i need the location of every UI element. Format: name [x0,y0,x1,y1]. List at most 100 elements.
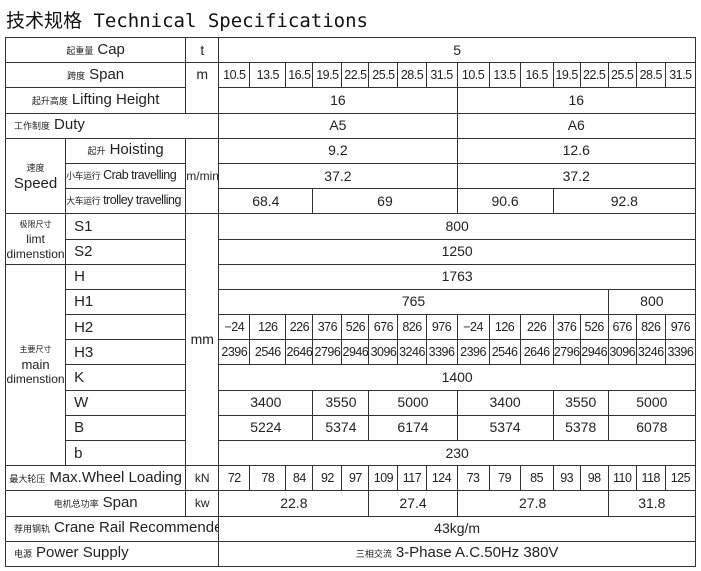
K-value: 1400 [218,364,696,391]
speed-unit: m/min [185,137,220,215]
H3-value: 3396 [664,339,697,366]
rail-label-en: Crane Rail Recommended [54,519,219,537]
W-value: 3550 [552,389,609,416]
span-value: 28.5 [397,62,427,89]
b-value: 230 [218,439,696,467]
speed-label: 速度 Speed [4,137,67,215]
row-B: B 5224 5374 6174 5374 5378 6078 [6,414,697,442]
B-value: 6174 [368,414,458,442]
H1-value: 800 [607,288,697,316]
H-value: 1763 [218,263,696,290]
H2-label: H2 [65,314,187,341]
b-label: b [65,439,187,467]
s1-label: S1 [65,213,187,240]
s2-value: 1250 [218,238,696,265]
W-value: 3550 [312,389,370,416]
span-label-en: Span [89,65,125,83]
span-label: 跨度 Span [4,62,187,89]
H2-value: 826 [635,314,666,341]
H3-value: 2546 [249,339,287,366]
rail-value: 43kg/m [218,515,696,542]
cap-label-en: Cap [97,40,125,58]
hoisting-label-cn: 起升 [87,146,106,157]
mm-unit: mm [185,213,220,467]
trolley-value: 68.4 [218,188,314,215]
lifting-label: 起升高度 Lifting Height [4,87,187,114]
hoisting-label: 起升 Hoisting [65,137,187,164]
main-label-en2: dimenstion [6,372,65,387]
H2-value: 526 [579,314,609,341]
H3-value: 2946 [579,339,609,366]
B-value: 6078 [607,414,697,442]
row-span: 跨度 Span m 10.5 13.5 16.5 19.5 22.5 25.5 28.5 31.… [4,62,697,114]
W-value: 3400 [218,389,314,416]
wheel-unit: kN [185,465,220,492]
row-motor: 电机总功率 Span kw 22.8 27.4 27.8 31.8 [4,490,697,517]
cap-label-cn: 起重量 [66,45,94,56]
row-H3: H3 2396 2546 2646 2796 2946 3096 3246 3396 2396 2… [6,339,697,366]
span-value: 19.5 [552,62,581,89]
hoisting-value: 12.6 [456,137,697,164]
span-value: 13.5 [488,62,521,89]
wheel-label-cn: 最大轮压 [9,473,46,484]
row-crab: 小车运行 Crab travelling 37.2 37.2 [6,162,697,190]
row-W: W 3400 3550 5000 3400 3550 5000 [6,389,697,416]
speed-label-cn: 速度 [26,163,45,174]
lifting-value: 16 [456,87,697,114]
span-value: 16.5 [519,62,554,89]
span-value: 19.5 [312,62,343,89]
limit-label-en2: dimenstion [6,246,65,261]
duty-value: A5 [218,112,458,139]
motor-unit: kw [185,490,220,517]
H3-value: 2946 [341,339,370,366]
wheel-label: 最大轮压 Max.Wheel Loading [4,465,187,492]
hoisting-label-en: Hoisting [109,141,164,159]
duty-label: 工作制度 Duty [4,112,220,139]
row-s2: S2 1250 [6,238,696,265]
power-label-en: Power Supply [36,544,129,562]
trolley-label-cn: 大车运行 [66,196,101,207]
cap-value: 5 [218,36,696,64]
H2-value: 126 [488,314,521,341]
span-value: 31.5 [664,62,697,89]
span-value: 16.5 [285,62,314,89]
wheel-value: 124 [425,465,458,492]
rail-label: 荐用钢轨 Crane Rail Recommended [4,515,220,542]
row-duty: 工作制度 Duty A5 A6 [4,112,697,139]
power-value: 三相交流 3-Phase A.C.50Hz 380V [218,540,696,567]
wheel-value: 110 [607,465,637,492]
H2-value: 676 [368,314,399,341]
H2-value: 226 [285,314,314,341]
wheel-value: 79 [488,465,521,492]
H2-value: −24 [218,314,251,341]
limit-label: 极限尺寸 limt dimenstion [4,213,67,265]
cap-label: 起重量 Cap [4,36,187,64]
wheel-value: 85 [519,465,554,492]
H2-value: 376 [552,314,581,341]
span-value: 25.5 [368,62,399,89]
wheel-value: 109 [368,465,399,492]
row-H: 主要尺寸 main dimenstion H 1763 [4,263,696,467]
power-label-cn: 电源 [14,549,33,560]
duty-label-en: Duty [54,116,85,134]
span-value: 10.5 [218,62,251,89]
row-K: K 1400 [6,364,696,391]
H-label: H [65,263,187,290]
H2-value: 126 [249,314,287,341]
power-value-cn: 三相交流 [355,549,392,560]
motor-label-en: Span [102,493,138,511]
H2-value: 826 [397,314,427,341]
crab-value: 37.2 [218,162,458,190]
H3-value: 2646 [519,339,554,366]
motor-value: 31.8 [607,490,697,517]
duty-value: A6 [456,112,697,139]
trolley-value: 92.8 [552,188,697,215]
B-value: 5374 [456,414,554,442]
main-label-cn: 主要尺寸 [19,345,52,355]
H1-label: H1 [65,288,187,316]
wheel-value: 73 [456,465,490,492]
wheel-value: 92 [312,465,343,492]
span-value: 13.5 [249,62,287,89]
span-value: 22.5 [341,62,370,89]
duty-label-cn: 工作制度 [14,121,51,132]
